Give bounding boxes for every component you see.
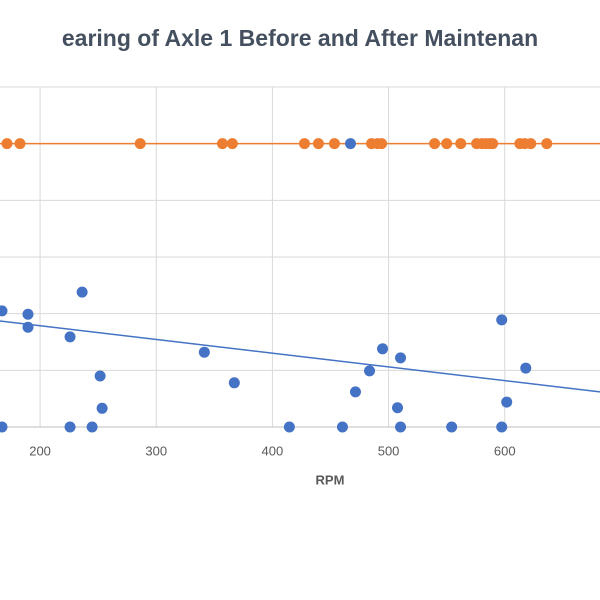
point — [134, 138, 146, 150]
point — [392, 402, 404, 414]
point — [520, 362, 532, 374]
point — [328, 138, 340, 150]
x-tick-label: 600 — [494, 443, 516, 458]
point — [86, 421, 98, 433]
point — [496, 421, 508, 433]
point — [395, 352, 407, 364]
point — [541, 138, 553, 150]
chart-title: earing of Axle 1 Before and After Mainte… — [62, 25, 538, 51]
point — [0, 421, 8, 433]
point — [376, 138, 388, 150]
point — [496, 314, 508, 326]
point — [94, 370, 106, 382]
point — [283, 421, 295, 433]
point — [455, 138, 467, 150]
point — [298, 138, 310, 150]
point — [64, 331, 76, 343]
point — [76, 286, 88, 298]
point — [312, 138, 324, 150]
point — [198, 346, 210, 358]
x-tick-label: 500 — [378, 443, 400, 458]
point — [429, 138, 441, 150]
point — [228, 377, 240, 389]
point — [377, 343, 389, 355]
x-axis-label: RPM — [316, 472, 345, 487]
point — [525, 138, 537, 150]
trendline — [0, 320, 600, 393]
point — [487, 138, 499, 150]
point — [96, 402, 108, 414]
point — [1, 138, 13, 150]
point — [336, 421, 348, 433]
x-tick-label: 400 — [262, 443, 284, 458]
point — [14, 138, 26, 150]
x-tick-label: 200 — [29, 443, 51, 458]
x-tick-label: 300 — [145, 443, 167, 458]
point — [501, 396, 513, 408]
point — [364, 365, 376, 377]
point — [0, 305, 8, 317]
point — [22, 321, 34, 333]
point — [344, 138, 356, 150]
point — [349, 386, 361, 398]
point — [226, 138, 238, 150]
point — [395, 421, 407, 433]
point — [22, 308, 34, 320]
point — [446, 421, 458, 433]
point — [441, 138, 453, 150]
point — [64, 421, 76, 433]
point — [216, 138, 228, 150]
